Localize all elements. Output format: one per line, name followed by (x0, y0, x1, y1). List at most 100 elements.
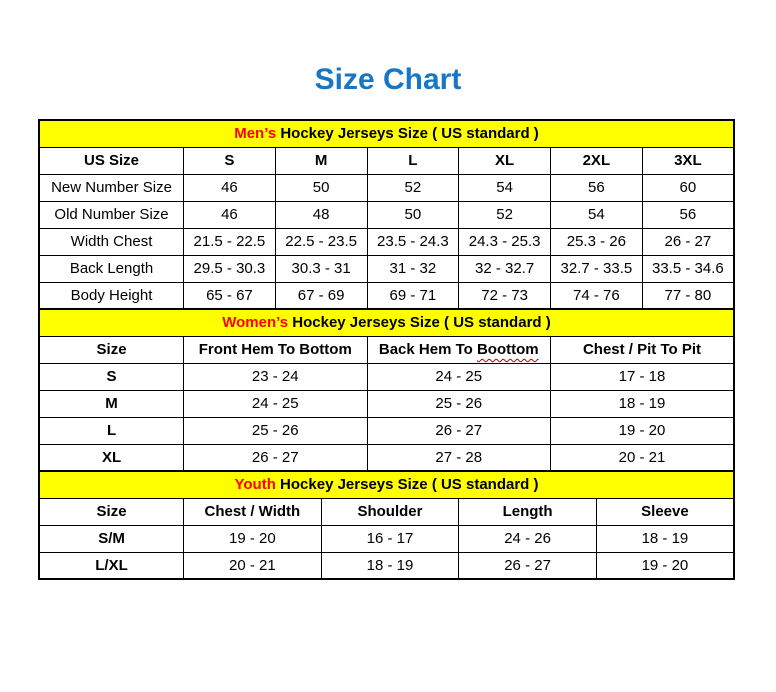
value-cell: 20 - 21 (183, 551, 322, 580)
header-cell: US Size (38, 146, 185, 175)
table-row: XL 26 - 27 27 - 28 20 - 21 (38, 443, 735, 472)
value-cell: 48 (274, 200, 368, 229)
value-cell: 24.3 - 25.3 (458, 227, 551, 256)
row-label-cell: Back Length (38, 254, 185, 283)
header-row: US Size S M L XL 2XL 3XL (38, 146, 735, 175)
youth-size-table: Youth Hockey Jerseys Size ( US standard … (38, 470, 735, 580)
section-banner-row: Youth Hockey Jerseys Size ( US standard … (38, 470, 735, 499)
table-row: L/XL 20 - 21 18 - 19 26 - 27 19 - 20 (38, 551, 735, 580)
value-cell: 30.3 - 31 (274, 254, 368, 283)
size-chart-document: Size Chart Men’s Hockey Jerseys Size ( U… (38, 63, 735, 580)
value-cell: 23 - 24 (183, 362, 368, 391)
value-cell: 46 (183, 173, 276, 202)
section-banner-row: Women’s Hockey Jerseys Size ( US standar… (38, 308, 735, 337)
header-row: Size Chest / Width Shoulder Length Sleeve (38, 497, 735, 526)
row-label-cell: L/XL (38, 551, 185, 580)
row-label-cell: XL (38, 443, 185, 472)
row-label-cell: S/M (38, 524, 185, 553)
value-cell: 23.5 - 24.3 (366, 227, 460, 256)
table-row: Old Number Size 46 48 50 52 54 56 (38, 200, 735, 229)
value-cell: 74 - 76 (549, 281, 643, 310)
value-cell: 18 - 19 (595, 524, 735, 553)
section-banner: Men’s Hockey Jerseys Size ( US standard … (38, 119, 735, 148)
value-cell: 65 - 67 (183, 281, 276, 310)
row-label-cell: Width Chest (38, 227, 185, 256)
value-cell: 32.7 - 33.5 (549, 254, 643, 283)
header-cell: Chest / Pit To Pit (549, 335, 735, 364)
value-cell: 21.5 - 22.5 (183, 227, 276, 256)
womens-size-table: Women’s Hockey Jerseys Size ( US standar… (38, 308, 735, 472)
row-label-cell: L (38, 416, 185, 445)
banner-category-highlight: Men’s (234, 125, 277, 143)
value-cell: 26 - 27 (641, 227, 735, 256)
value-cell: 25 - 26 (183, 416, 368, 445)
value-cell: 17 - 18 (549, 362, 735, 391)
value-cell: 72 - 73 (458, 281, 551, 310)
value-cell: 31 - 32 (366, 254, 460, 283)
value-cell: 29.5 - 30.3 (183, 254, 276, 283)
row-label-cell: Body Height (38, 281, 185, 310)
value-cell: 25 - 26 (366, 389, 551, 418)
header-cell: Size (38, 335, 185, 364)
value-cell: 67 - 69 (274, 281, 368, 310)
section-banner: Youth Hockey Jerseys Size ( US standard … (38, 470, 735, 499)
header-cell: M (274, 146, 368, 175)
value-cell: 19 - 20 (183, 524, 322, 553)
banner-category-highlight: Women’s (222, 314, 289, 332)
header-cell: Shoulder (320, 497, 460, 526)
value-cell: 26 - 27 (366, 416, 551, 445)
row-label-cell: Old Number Size (38, 200, 185, 229)
header-cell: Size (38, 497, 185, 526)
value-cell: 18 - 19 (320, 551, 460, 580)
table-row: Body Height 65 - 67 67 - 69 69 - 71 72 - 73 7… (38, 281, 735, 310)
header-cell: Sleeve (595, 497, 735, 526)
value-cell: 24 - 26 (458, 524, 597, 553)
value-cell: 24 - 25 (183, 389, 368, 418)
value-cell: 69 - 71 (366, 281, 460, 310)
section-banner: Women’s Hockey Jerseys Size ( US standar… (38, 308, 735, 337)
value-cell: 27 - 28 (366, 443, 551, 472)
header-cell: L (366, 146, 460, 175)
value-cell: 50 (366, 200, 460, 229)
value-cell: 24 - 25 (366, 362, 551, 391)
value-cell: 16 - 17 (320, 524, 460, 553)
header-cell: S (183, 146, 276, 175)
value-cell: 18 - 19 (549, 389, 735, 418)
row-label-cell: S (38, 362, 185, 391)
section-banner-row: Men’s Hockey Jerseys Size ( US standard … (38, 119, 735, 148)
banner-category-highlight: Youth (234, 476, 276, 494)
value-cell: 19 - 20 (595, 551, 735, 580)
misspelled-word: Boottom (476, 341, 539, 358)
header-row: Size Front Hem To Bottom Back Hem To Boott… (38, 335, 735, 364)
header-cell: XL (458, 146, 551, 175)
row-label-cell: New Number Size (38, 173, 185, 202)
table-row: New Number Size 46 50 52 54 56 60 (38, 173, 735, 202)
value-cell: 54 (549, 200, 643, 229)
value-cell: 26 - 27 (183, 443, 368, 472)
table-row: M 24 - 25 25 - 26 18 - 19 (38, 389, 735, 418)
header-cell: Back Hem To Boottom (366, 335, 551, 364)
value-cell: 46 (183, 200, 276, 229)
value-cell: 22.5 - 23.5 (274, 227, 368, 256)
table-row: Back Length 29.5 - 30.3 30.3 - 31 31 - 32 32… (38, 254, 735, 283)
header-cell: Length (458, 497, 597, 526)
row-label-cell: M (38, 389, 185, 418)
header-cell: 3XL (641, 146, 735, 175)
table-row: L 25 - 26 26 - 27 19 - 20 (38, 416, 735, 445)
value-cell: 52 (366, 173, 460, 202)
value-cell: 56 (549, 173, 643, 202)
value-cell: 50 (274, 173, 368, 202)
page-title: Size Chart (314, 63, 462, 96)
value-cell: 26 - 27 (458, 551, 597, 580)
value-cell: 54 (458, 173, 551, 202)
mens-size-table: Men’s Hockey Jerseys Size ( US standard … (38, 119, 735, 310)
header-cell: 2XL (549, 146, 643, 175)
value-cell: 77 - 80 (641, 281, 735, 310)
value-cell: 60 (641, 173, 735, 202)
table-row: S 23 - 24 24 - 25 17 - 18 (38, 362, 735, 391)
table-row: S/M 19 - 20 16 - 17 24 - 26 18 - 19 (38, 524, 735, 553)
header-text: Back Hem To (378, 341, 477, 358)
value-cell: 20 - 21 (549, 443, 735, 472)
value-cell: 52 (458, 200, 551, 229)
header-cell: Chest / Width (183, 497, 322, 526)
